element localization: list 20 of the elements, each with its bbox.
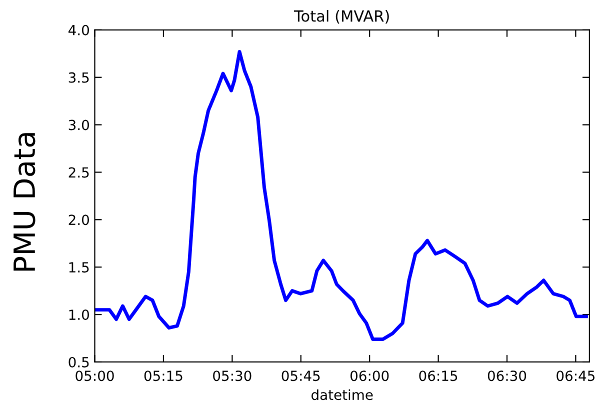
y-tick-label: 1.0 <box>69 310 89 320</box>
x-tick-label: 05:30 <box>213 370 252 382</box>
chart-title: Total (MVAR) <box>294 10 389 24</box>
y-tick-label: 2.0 <box>68 214 89 226</box>
line-series <box>94 50 588 341</box>
y-tick-label: 2.5 <box>68 167 89 178</box>
y-tick-label: 3.0 <box>68 120 89 130</box>
x-tick-label: 05:45 <box>282 370 320 382</box>
y-tick-label: 1.5 <box>69 262 89 273</box>
y-tick-label: 3.5 <box>68 72 89 83</box>
x-tick-label: 05:15 <box>144 370 182 382</box>
y-axis-title: PMU Data <box>14 133 36 271</box>
y-tick-label: 4.0 <box>68 24 89 36</box>
x-tick-label: 05:00 <box>76 370 114 382</box>
y-tick-label: 0.5 <box>68 356 89 368</box>
x-tick-label: 06:30 <box>488 370 526 382</box>
x-tick-label: 06:45 <box>556 370 595 382</box>
x-tick-label: 06:00 <box>350 370 389 382</box>
x-tick-label: 06:15 <box>419 370 458 382</box>
x-axis-title: datetime <box>312 389 373 400</box>
